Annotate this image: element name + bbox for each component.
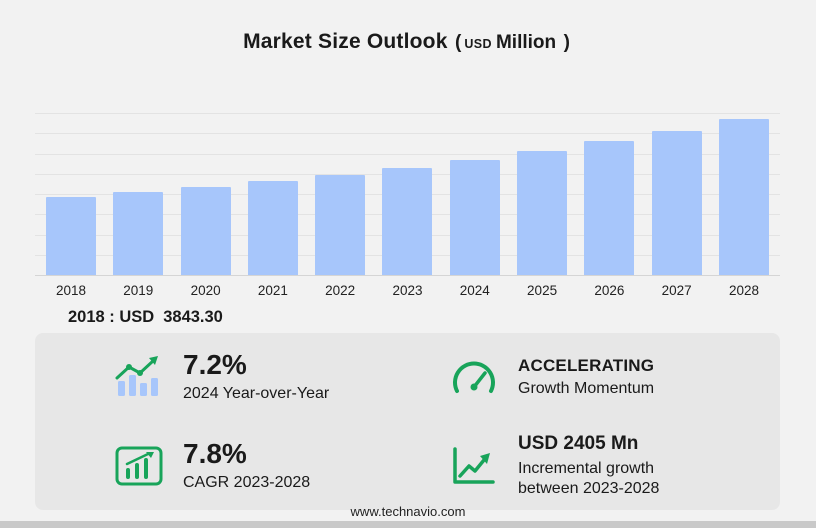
gridline [35,153,780,155]
bar-2018 [46,197,96,275]
x-tick-2021: 2021 [257,283,288,298]
stat-incremental-value: USD 2405 Mn [518,432,639,454]
title-paren-open: ( [455,32,462,53]
cagr-chart-icon [115,446,163,486]
x-tick-2020: 2020 [190,283,221,298]
footer-strip [0,521,816,528]
x-tick-2027: 2027 [661,283,692,298]
title-currency: USD [464,37,492,51]
bar-2023 [382,168,433,275]
bar-2021 [247,180,298,275]
base-year-annotation: 2018 : USD 3843.30 [68,308,223,327]
x-axis-labels: 2018 2019 2020 2021 2022 2023 2024 2025 2026 2027… [35,283,780,298]
x-tick-2025: 2025 [527,283,558,298]
x-axis-line [35,275,780,276]
stats-panel: 7.2% 2024 Year-over-Year ACCELERATING Gr… [35,333,780,510]
bar-2025 [517,151,568,275]
stat-cagr-value: 7.8% [183,437,247,469]
title-unit: Million [495,32,557,53]
gridline [35,133,780,135]
gridline [35,113,780,114]
stat-cagr: 7.8% CAGR 2023-2028 [113,422,448,511]
bar-2026 [584,141,635,275]
stat-yoy-label: 2024 Year-over-Year [183,385,330,403]
x-tick-2019: 2019 [123,283,154,298]
base-year-label: 2018 : USD [68,308,155,326]
incremental-growth-icon [453,447,495,484]
stat-momentum-text: ACCELERATING Growth Momentum [518,356,654,399]
stat-yoy-text: 7.2% 2024 Year-over-Year [183,350,329,404]
bar-2024 [449,160,500,275]
bar-series [35,113,780,275]
stat-momentum-label: Growth Momentum [518,379,655,397]
stat-momentum: ACCELERATING Growth Momentum [448,333,780,422]
stat-incremental-label: Incremental growth between 2023-2028 [518,459,660,497]
plot-area [35,113,780,276]
speedometer-icon [453,361,495,394]
x-tick-2022: 2022 [325,283,356,298]
x-tick-2023: 2023 [392,283,423,298]
stat-incremental: USD 2405 Mn Incremental growth between 2… [448,422,780,511]
x-tick-2024: 2024 [459,283,490,298]
chart-title-main: Market Size Outlook [243,30,448,53]
chart-title: Market Size Outlook (USD Million ) [0,30,816,54]
stat-cagr-label: CAGR 2023-2028 [183,473,311,491]
stat-cagr-text: 7.8% CAGR 2023-2028 [183,437,311,493]
stat-momentum-value: ACCELERATING [518,355,655,375]
yoy-bars-icon [115,356,158,397]
x-tick-2028: 2028 [728,283,759,298]
bar-2019 [113,192,164,275]
bar-2028 [718,119,769,275]
bar-2027 [651,130,702,275]
footer-link[interactable]: www.technavio.com [350,504,466,519]
bar-2022 [315,174,366,275]
stat-incremental-text: USD 2405 Mn Incremental growth between 2… [518,433,688,499]
stat-yoy: 7.2% 2024 Year-over-Year [113,333,448,422]
x-tick-2026: 2026 [594,283,625,298]
x-tick-2018: 2018 [55,283,87,298]
base-year-value: 3843.30 [163,308,223,326]
bar-2020 [180,186,231,275]
title-paren-close: ) [563,32,570,53]
stat-yoy-value: 7.2% [183,349,247,381]
